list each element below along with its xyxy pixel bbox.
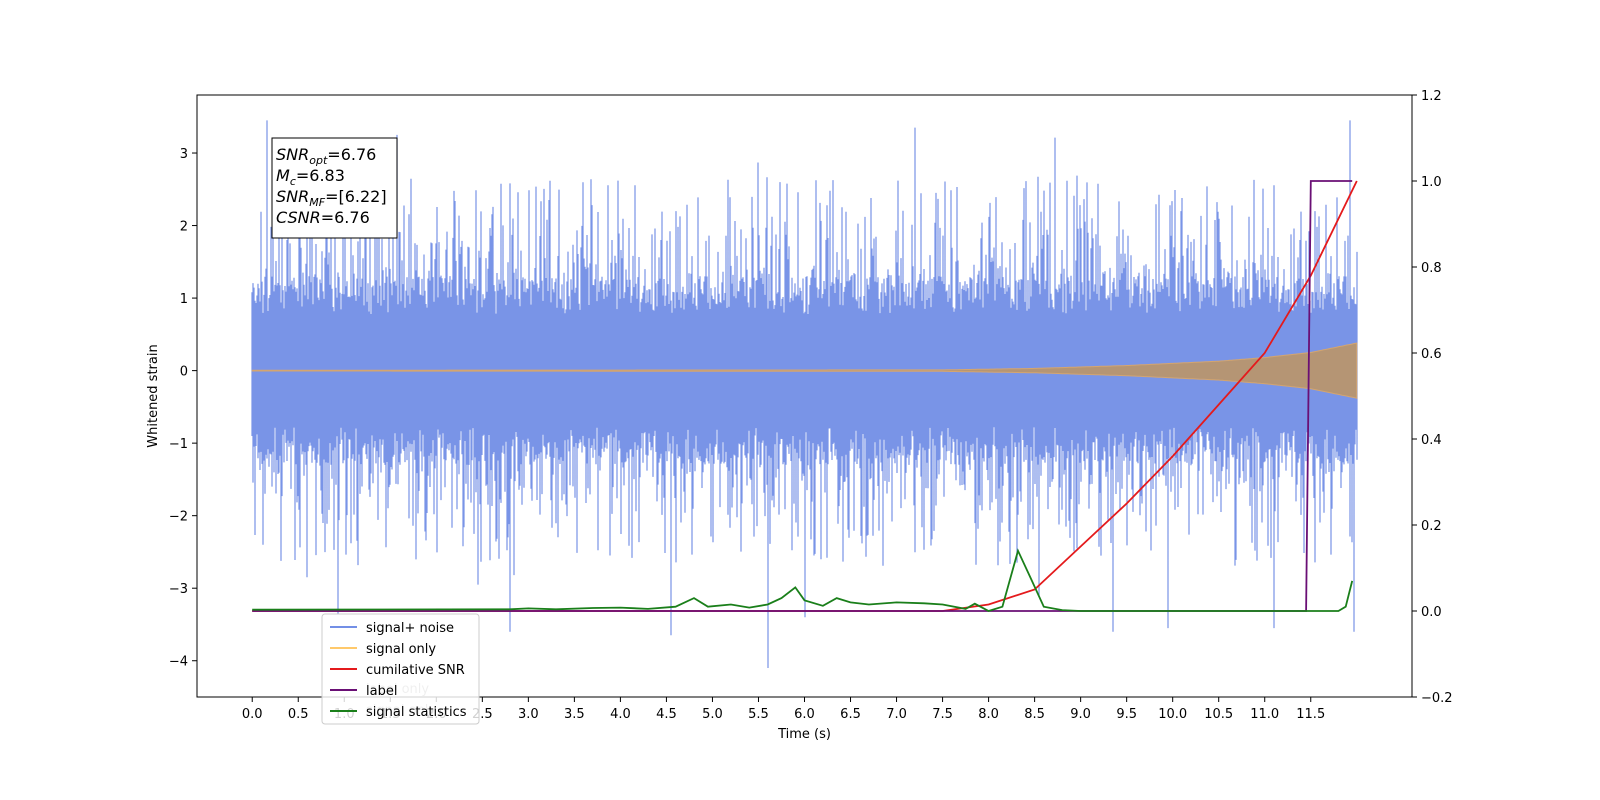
y2-tick-label: 0.6 (1421, 347, 1442, 362)
x-tick-label: 7.0 (886, 707, 907, 722)
x-tick-label: 6.5 (840, 707, 861, 722)
stats-line: SNRopt=6.76 (276, 145, 376, 167)
x-tick-label: 5.5 (748, 707, 769, 722)
y2-tick-label: 1.0 (1421, 175, 1442, 190)
series-layer (251, 120, 1358, 668)
y-tick-label: −3 (169, 582, 188, 597)
series-label (252, 180, 1353, 612)
legend: label onlysignal onlysignal+ noisesignal… (321, 613, 480, 725)
stats-line: Mc=6.83 (276, 166, 345, 188)
x-tick-label: 0.0 (242, 707, 263, 722)
stats-line: SNRMF=[6.22] (276, 187, 387, 209)
legend-frame (321, 613, 480, 725)
stats-box-frame (271, 137, 398, 239)
y-tick-label: −1 (169, 437, 188, 452)
series-signal-only (251, 342, 1358, 399)
series-signal-statistics (252, 548, 1354, 612)
x-tick-label: 6.0 (794, 707, 815, 722)
x-tick-label: 10.5 (1204, 707, 1233, 722)
x-tick-label: 11.0 (1250, 707, 1279, 722)
y2-tick-label: 1.2 (1421, 89, 1442, 104)
y2-tick-label: −0.2 (1421, 691, 1453, 706)
signal-only-trace (251, 342, 1358, 399)
x-tick-label: 9.0 (1070, 707, 1091, 722)
stats-line: CSNR=6.76 (276, 208, 370, 227)
x-tick-label: 9.5 (1116, 707, 1137, 722)
legend-entry: signal+ noise (366, 621, 454, 636)
legend-entry: signal statistics (366, 705, 467, 720)
legend-entry: label (366, 684, 397, 699)
y-tick-label: 1 (180, 292, 188, 307)
y-axis-label: Whitened strain (146, 344, 161, 447)
x-tick-label: 8.5 (1024, 707, 1045, 722)
x-tick-label: 5.0 (702, 707, 723, 722)
y2-tick-label: 0.2 (1421, 519, 1442, 534)
line-cumilative-snr (252, 180, 1358, 612)
x-axis-label: Time (s) (777, 727, 831, 742)
x-tick-label: 3.0 (518, 707, 539, 722)
x-tick-label: 4.5 (656, 707, 677, 722)
y-tick-label: 3 (180, 147, 188, 162)
x-tick-label: 3.5 (564, 707, 585, 722)
line-label (252, 180, 1353, 612)
y-axis-right: 1.2 1.0 0.8 0.6 0.4 0.2 0.0 −0.2 (1412, 89, 1453, 706)
y2-tick-label: 0.0 (1421, 605, 1442, 620)
x-tick-label: 7.5 (932, 707, 953, 722)
x-tick-label: 10.0 (1158, 707, 1187, 722)
y-tick-label: −2 (169, 510, 188, 525)
y-tick-label: 0 (180, 365, 188, 380)
x-tick-label: 8.0 (978, 707, 999, 722)
y2-tick-label: 0.8 (1421, 261, 1442, 276)
line-signal-statistics (252, 548, 1354, 612)
y-axis-left: 3 2 1 0 −1 −2 −3 −4 (169, 147, 197, 670)
y-tick-label: 2 (180, 220, 188, 235)
x-tick-label: 0.5 (288, 707, 309, 722)
x-tick-label: 11.5 (1296, 707, 1325, 722)
legend-entry: cumilative SNR (366, 663, 465, 678)
x-tick-label: 4.0 (610, 707, 631, 722)
y-tick-label: −4 (169, 655, 188, 670)
y2-tick-label: 0.4 (1421, 433, 1442, 448)
series-cumilative-snr (252, 180, 1358, 612)
legend-entry: signal only (366, 642, 436, 657)
